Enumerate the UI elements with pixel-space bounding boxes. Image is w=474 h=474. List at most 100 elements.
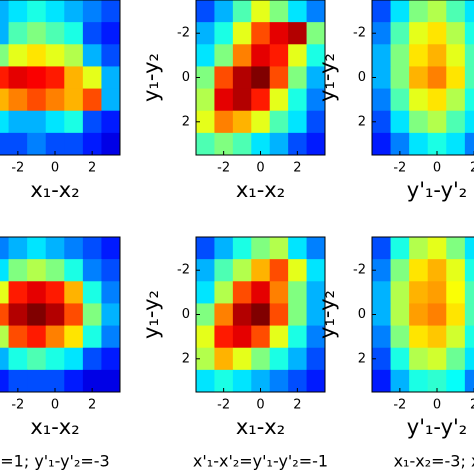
heatmap-cell bbox=[409, 325, 429, 349]
heatmap-cell bbox=[82, 44, 102, 67]
heatmap-cell bbox=[196, 110, 215, 134]
heatmap-cell bbox=[251, 369, 271, 393]
y-tick-label: -2 bbox=[353, 26, 366, 41]
heatmap-cell bbox=[45, 303, 65, 327]
heatmap-cell bbox=[269, 303, 289, 327]
heatmap-cell bbox=[372, 369, 392, 393]
heatmap-cell bbox=[372, 281, 392, 304]
heatmap-cell bbox=[214, 369, 234, 393]
heatmap-cell bbox=[251, 110, 271, 134]
x-tick-label: -2 bbox=[11, 398, 24, 413]
heatmap-cell bbox=[101, 88, 121, 112]
heatmap-cell bbox=[446, 22, 466, 45]
heatmap-cell bbox=[82, 22, 102, 45]
heatmap-cell bbox=[82, 237, 102, 260]
heatmap-cell bbox=[446, 369, 466, 393]
heatmap-cell bbox=[427, 88, 447, 112]
heatmap-cell bbox=[288, 347, 308, 371]
heatmap-cell bbox=[288, 281, 308, 304]
heatmap-cell bbox=[8, 66, 28, 90]
heatmap-cell bbox=[8, 259, 28, 282]
heatmap-cell bbox=[288, 325, 308, 349]
heatmap-cell bbox=[427, 132, 447, 156]
x-tick-label: 2 bbox=[88, 161, 96, 176]
heatmap-cell bbox=[82, 303, 102, 327]
heatmap-cell bbox=[306, 0, 326, 23]
heatmap-cell bbox=[101, 347, 121, 371]
y-tick-label: 2 bbox=[358, 351, 366, 366]
heatmap-cell bbox=[64, 281, 84, 304]
heatmap-cell bbox=[82, 132, 102, 156]
heatmap-cell bbox=[64, 66, 84, 90]
x-axis-label: x₁-x₂ bbox=[236, 415, 285, 439]
heatmap-cell bbox=[269, 347, 289, 371]
heatmap-cell bbox=[288, 110, 308, 134]
heatmap-cell bbox=[288, 237, 308, 260]
caption: =1; y'₁-y'₂=-3 bbox=[0, 452, 109, 471]
heatmap-cell bbox=[288, 22, 308, 45]
heatmap-cell bbox=[464, 22, 474, 45]
heatmap-cell bbox=[8, 281, 28, 304]
heatmap-cell bbox=[446, 88, 466, 112]
heatmap-cell bbox=[214, 44, 234, 67]
heatmap-cell bbox=[372, 132, 392, 156]
heatmap-cell bbox=[27, 325, 47, 349]
heatmap-cell bbox=[232, 325, 252, 349]
heatmap-cell bbox=[101, 22, 121, 45]
heatmap-cell bbox=[0, 22, 10, 45]
heatmap-cell bbox=[0, 325, 10, 349]
y-tick-label: 0 bbox=[358, 307, 366, 322]
y-tick-label: 0 bbox=[358, 70, 366, 85]
heatmap-cell bbox=[427, 22, 447, 45]
y-tick-label: 2 bbox=[182, 114, 190, 129]
heatmap-cell bbox=[269, 259, 289, 282]
heatmap-cell bbox=[306, 325, 326, 349]
y-tick-label: -2 bbox=[177, 263, 190, 278]
heatmap-cell bbox=[8, 110, 28, 134]
y-axis-label: y₁-y₂ bbox=[139, 290, 163, 339]
heatmap-cell bbox=[27, 281, 47, 304]
x-axis-label: y'₁-y'₂ bbox=[407, 415, 467, 439]
heatmap-cell bbox=[306, 66, 326, 90]
heatmap-cell bbox=[8, 369, 28, 393]
heatmap-cell bbox=[464, 303, 474, 327]
heatmap-cell bbox=[288, 369, 308, 393]
heatmap-cell bbox=[101, 237, 121, 260]
heatmap-cell bbox=[45, 259, 65, 282]
heatmap-cell bbox=[0, 66, 10, 90]
heatmap-cell bbox=[0, 44, 10, 67]
heatmap-cell bbox=[82, 110, 102, 134]
heatmap-cell bbox=[269, 281, 289, 304]
heatmap-cell bbox=[82, 281, 102, 304]
heatmap-cell bbox=[269, 88, 289, 112]
heatmap-cell bbox=[464, 259, 474, 282]
heatmap-cell bbox=[64, 259, 84, 282]
heatmap-cell bbox=[8, 0, 28, 23]
heatmap-cell bbox=[27, 0, 47, 23]
heatmap-cell bbox=[306, 303, 326, 327]
heatmap-cell bbox=[45, 110, 65, 134]
y-axis-label: y₁-y₂ bbox=[139, 53, 163, 102]
x-tick-label: 0 bbox=[433, 161, 441, 176]
x-axis-label: x₁-x₂ bbox=[30, 178, 79, 202]
heatmap-cell bbox=[288, 132, 308, 156]
x-tick-label: 2 bbox=[470, 161, 474, 176]
heatmap-cell bbox=[409, 132, 429, 156]
heatmap-cell bbox=[306, 110, 326, 134]
heatmap-cell bbox=[390, 88, 410, 112]
heatmap-cell bbox=[0, 259, 10, 282]
heatmap-cell bbox=[101, 369, 121, 393]
heatmap-cell bbox=[196, 0, 215, 23]
heatmap-cell bbox=[45, 347, 65, 371]
heatmap-cell bbox=[464, 281, 474, 304]
heatmap-cell bbox=[409, 44, 429, 67]
heatmap-cell bbox=[372, 110, 392, 134]
heatmap-cell bbox=[27, 369, 47, 393]
heatmap-cell bbox=[446, 325, 466, 349]
heatmap-cell bbox=[196, 303, 215, 327]
heatmap-cell bbox=[64, 44, 84, 67]
heatmap-cell bbox=[372, 303, 392, 327]
heatmap-cell bbox=[232, 88, 252, 112]
heatmap-cell bbox=[8, 303, 28, 327]
heatmap-cell bbox=[446, 347, 466, 371]
